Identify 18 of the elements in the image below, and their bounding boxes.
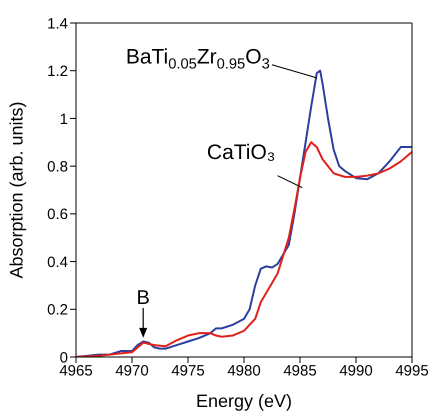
x-axis-title: Energy (eV) — [196, 391, 292, 411]
y-tick-label: 0.8 — [47, 158, 68, 176]
x-tick-label: 4975 — [171, 362, 205, 380]
x-tick-label: 4970 — [115, 362, 149, 380]
y-tick-label: 1 — [60, 110, 68, 128]
x-tick-label: 4985 — [283, 362, 317, 380]
x-tick-label: 4980 — [227, 362, 261, 380]
text: BaTi$_{0.05}$Zr$_{0.95}$O$_{3}$ — [126, 46, 270, 72]
y-tick-label: 0.6 — [47, 206, 68, 224]
x-tick-label: 4990 — [339, 362, 373, 380]
y-tick-label: 1.4 — [47, 15, 68, 32]
y-tick-label: 1.2 — [47, 63, 68, 80]
y-tick-label: 0.4 — [47, 254, 68, 271]
annotation: B — [136, 286, 150, 309]
y-tick-label: 0.2 — [47, 302, 68, 319]
series-label: CaTiO₃ — [206, 140, 276, 164]
x-tick-label: 4995 — [395, 362, 429, 380]
y-axis-title: Absorption (arb. units) — [6, 101, 26, 279]
